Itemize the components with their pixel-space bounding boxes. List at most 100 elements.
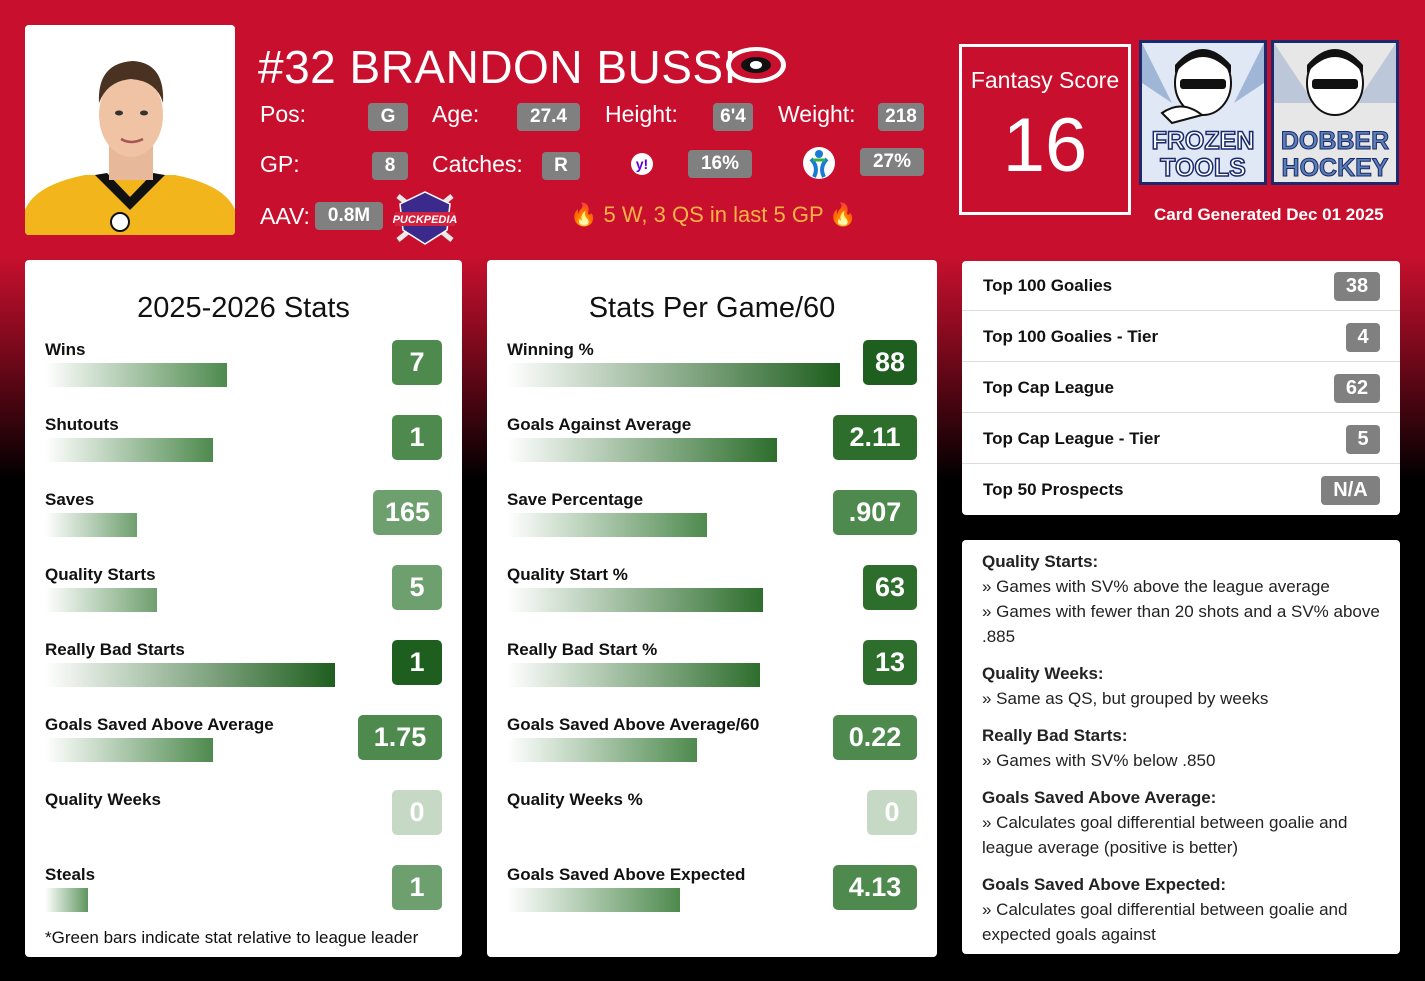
age-value: 27.4: [517, 103, 580, 131]
stat-label: Quality Weeks %: [507, 790, 643, 809]
ranking-row: Top 50 Prospects N/A: [962, 465, 1400, 515]
fantasy-score-value: 16: [1002, 103, 1088, 188]
stat-bar: [507, 438, 777, 462]
stat-bar: [45, 738, 213, 762]
ranking-row: Top 100 Goalies - Tier 4: [962, 312, 1400, 362]
stat-bar: [45, 513, 137, 537]
stat-label: Goals Saved Above Average: [45, 715, 274, 734]
definition-title: Quality Weeks:: [982, 664, 1104, 683]
stat-bar: [45, 588, 157, 612]
footnote: *Green bars indicate stat relative to le…: [45, 928, 419, 947]
dobber-hockey-wordmark-top: DOBBER: [1281, 127, 1389, 155]
ranking-label: Top 50 Prospects: [983, 480, 1124, 499]
stat-label: Really Bad Start %: [507, 640, 658, 659]
definition-line: » Calculates goal differential between g…: [982, 813, 1348, 857]
stat-label: Quality Starts: [45, 565, 156, 584]
stat-value-badge: 0: [867, 790, 917, 835]
hot-streak: 🔥 5 W, 3 QS in last 5 GP 🔥: [570, 202, 857, 228]
definition-line: » Games with SV% above the league averag…: [982, 577, 1330, 596]
definition-title: Goals Saved Above Expected:: [982, 875, 1227, 894]
dobber-hockey-wordmark-bottom: HOCKEY: [1282, 154, 1389, 182]
ranking-row: Top Cap League - Tier 5: [962, 414, 1400, 464]
player-photo: [25, 25, 235, 235]
stat-label: Quality Start %: [507, 565, 628, 584]
stat-bar: [507, 663, 760, 687]
stat-bar: [507, 363, 840, 387]
weight-label: Weight:: [778, 101, 856, 127]
stat-value-badge: 1.75: [358, 715, 442, 760]
stat-value-badge: 1: [392, 865, 442, 910]
stat-label: Goals Saved Above Average/60: [507, 715, 760, 734]
stat-bar: [507, 888, 680, 912]
ranking-value: N/A: [1321, 476, 1380, 505]
ranking-label: Top 100 Goalies: [983, 276, 1113, 295]
definition-line: » Calculates goal differential between g…: [982, 900, 1348, 944]
espn-rostered: 27%: [860, 148, 924, 176]
yahoo-rostered: 16%: [688, 150, 752, 178]
definition-block: Goals Saved Above Average: » Calculates g…: [982, 785, 1380, 860]
gp-label: GP:: [260, 151, 300, 177]
stat-label: Goals Saved Above Expected: [507, 865, 746, 884]
stat-label: Save Percentage: [507, 490, 644, 509]
definition-title: Quality Starts:: [982, 552, 1099, 571]
hurricanes-logo-icon: [724, 44, 788, 91]
pos-value: G: [368, 103, 408, 131]
ranking-row: Top 100 Goalies 38: [962, 261, 1400, 311]
stat-value-badge: 2.11: [833, 415, 917, 460]
hot-streak-text: 5 W, 3 QS in last 5 GP: [603, 202, 824, 227]
per-game-title: Stats Per Game/60: [588, 292, 836, 324]
height-label: Height:: [605, 101, 678, 127]
ranking-row: Top Cap League 62: [962, 363, 1400, 413]
espn-icon: [802, 145, 836, 186]
weight-value: 218: [878, 103, 924, 131]
puckpedia-logo-icon[interactable]: PUCKPEDIA: [392, 190, 458, 251]
definition-block: Goals Saved Above Expected: » Calculates …: [982, 872, 1380, 947]
stat-label: Winning %: [507, 340, 594, 359]
rankings-panel: Top 100 Goalies 38 Top 100 Goalies - Tier 4…: [962, 261, 1400, 515]
stat-value-badge: 88: [863, 340, 917, 385]
ranking-value: 38: [1334, 272, 1380, 301]
stat-label: Quality Weeks: [45, 790, 161, 809]
ranking-label: Top Cap League - Tier: [983, 429, 1160, 448]
stat-label: Steals: [45, 865, 96, 884]
ranking-label: Top Cap League: [983, 378, 1114, 397]
player-name: #32 BRANDON BUSSI: [258, 41, 737, 93]
stat-bar: [45, 363, 227, 387]
ranking-value: 62: [1334, 374, 1380, 403]
definition-block: Quality Starts: » Games with SV% above th…: [982, 549, 1380, 649]
definition-block: Really Bad Starts: » Games with SV% below…: [982, 723, 1380, 773]
season-stats-title: 2025-2026 Stats: [137, 292, 350, 324]
yahoo-icon: y!: [630, 152, 654, 181]
definition-title: Goals Saved Above Average:: [982, 788, 1217, 807]
stat-value-badge: 63: [863, 565, 917, 610]
ranking-value: 5: [1346, 425, 1380, 454]
stat-label: Goals Against Average: [507, 415, 692, 434]
fire-icon: 🔥: [570, 202, 598, 227]
stat-bar: [45, 888, 88, 912]
definition-line: » Games with SV% below .850: [982, 751, 1216, 770]
stat-value-badge: 13: [863, 640, 917, 685]
definition-block: Quality Weeks: » Same as QS, but grouped …: [982, 661, 1380, 711]
frozen-tools-logo[interactable]: FROZEN TOOLS: [1139, 40, 1267, 185]
pos-label: Pos:: [260, 101, 307, 127]
stat-label: Wins: [45, 340, 86, 359]
stat-value-badge: 1: [392, 415, 442, 460]
stat-value-badge: 4.13: [833, 865, 917, 910]
dobber-hockey-logo[interactable]: DOBBER HOCKEY: [1271, 40, 1399, 185]
ranking-value: 4: [1346, 323, 1380, 352]
fantasy-score-label: Fantasy Score: [970, 67, 1120, 93]
aav-value: 0.8M: [315, 202, 383, 230]
fire-icon: 🔥: [829, 202, 857, 227]
aav-label: AAV:: [260, 203, 310, 229]
stat-label: Shutouts: [45, 415, 119, 434]
catches-value: R: [542, 152, 580, 180]
card-generated-date: Card Generated Dec 01 2025: [1154, 205, 1384, 224]
puckpedia-wordmark: PUCKPEDIA: [393, 214, 458, 226]
gp-value: 8: [372, 152, 408, 180]
svg-text:y!: y!: [636, 156, 648, 172]
stat-value-badge: 0: [392, 790, 442, 835]
definition-line: » Games with fewer than 20 shots and a S…: [982, 602, 1380, 646]
stat-label: Really Bad Starts: [45, 640, 185, 659]
age-label: Age:: [432, 101, 480, 127]
definition-line: » Same as QS, but grouped by weeks: [982, 689, 1269, 708]
